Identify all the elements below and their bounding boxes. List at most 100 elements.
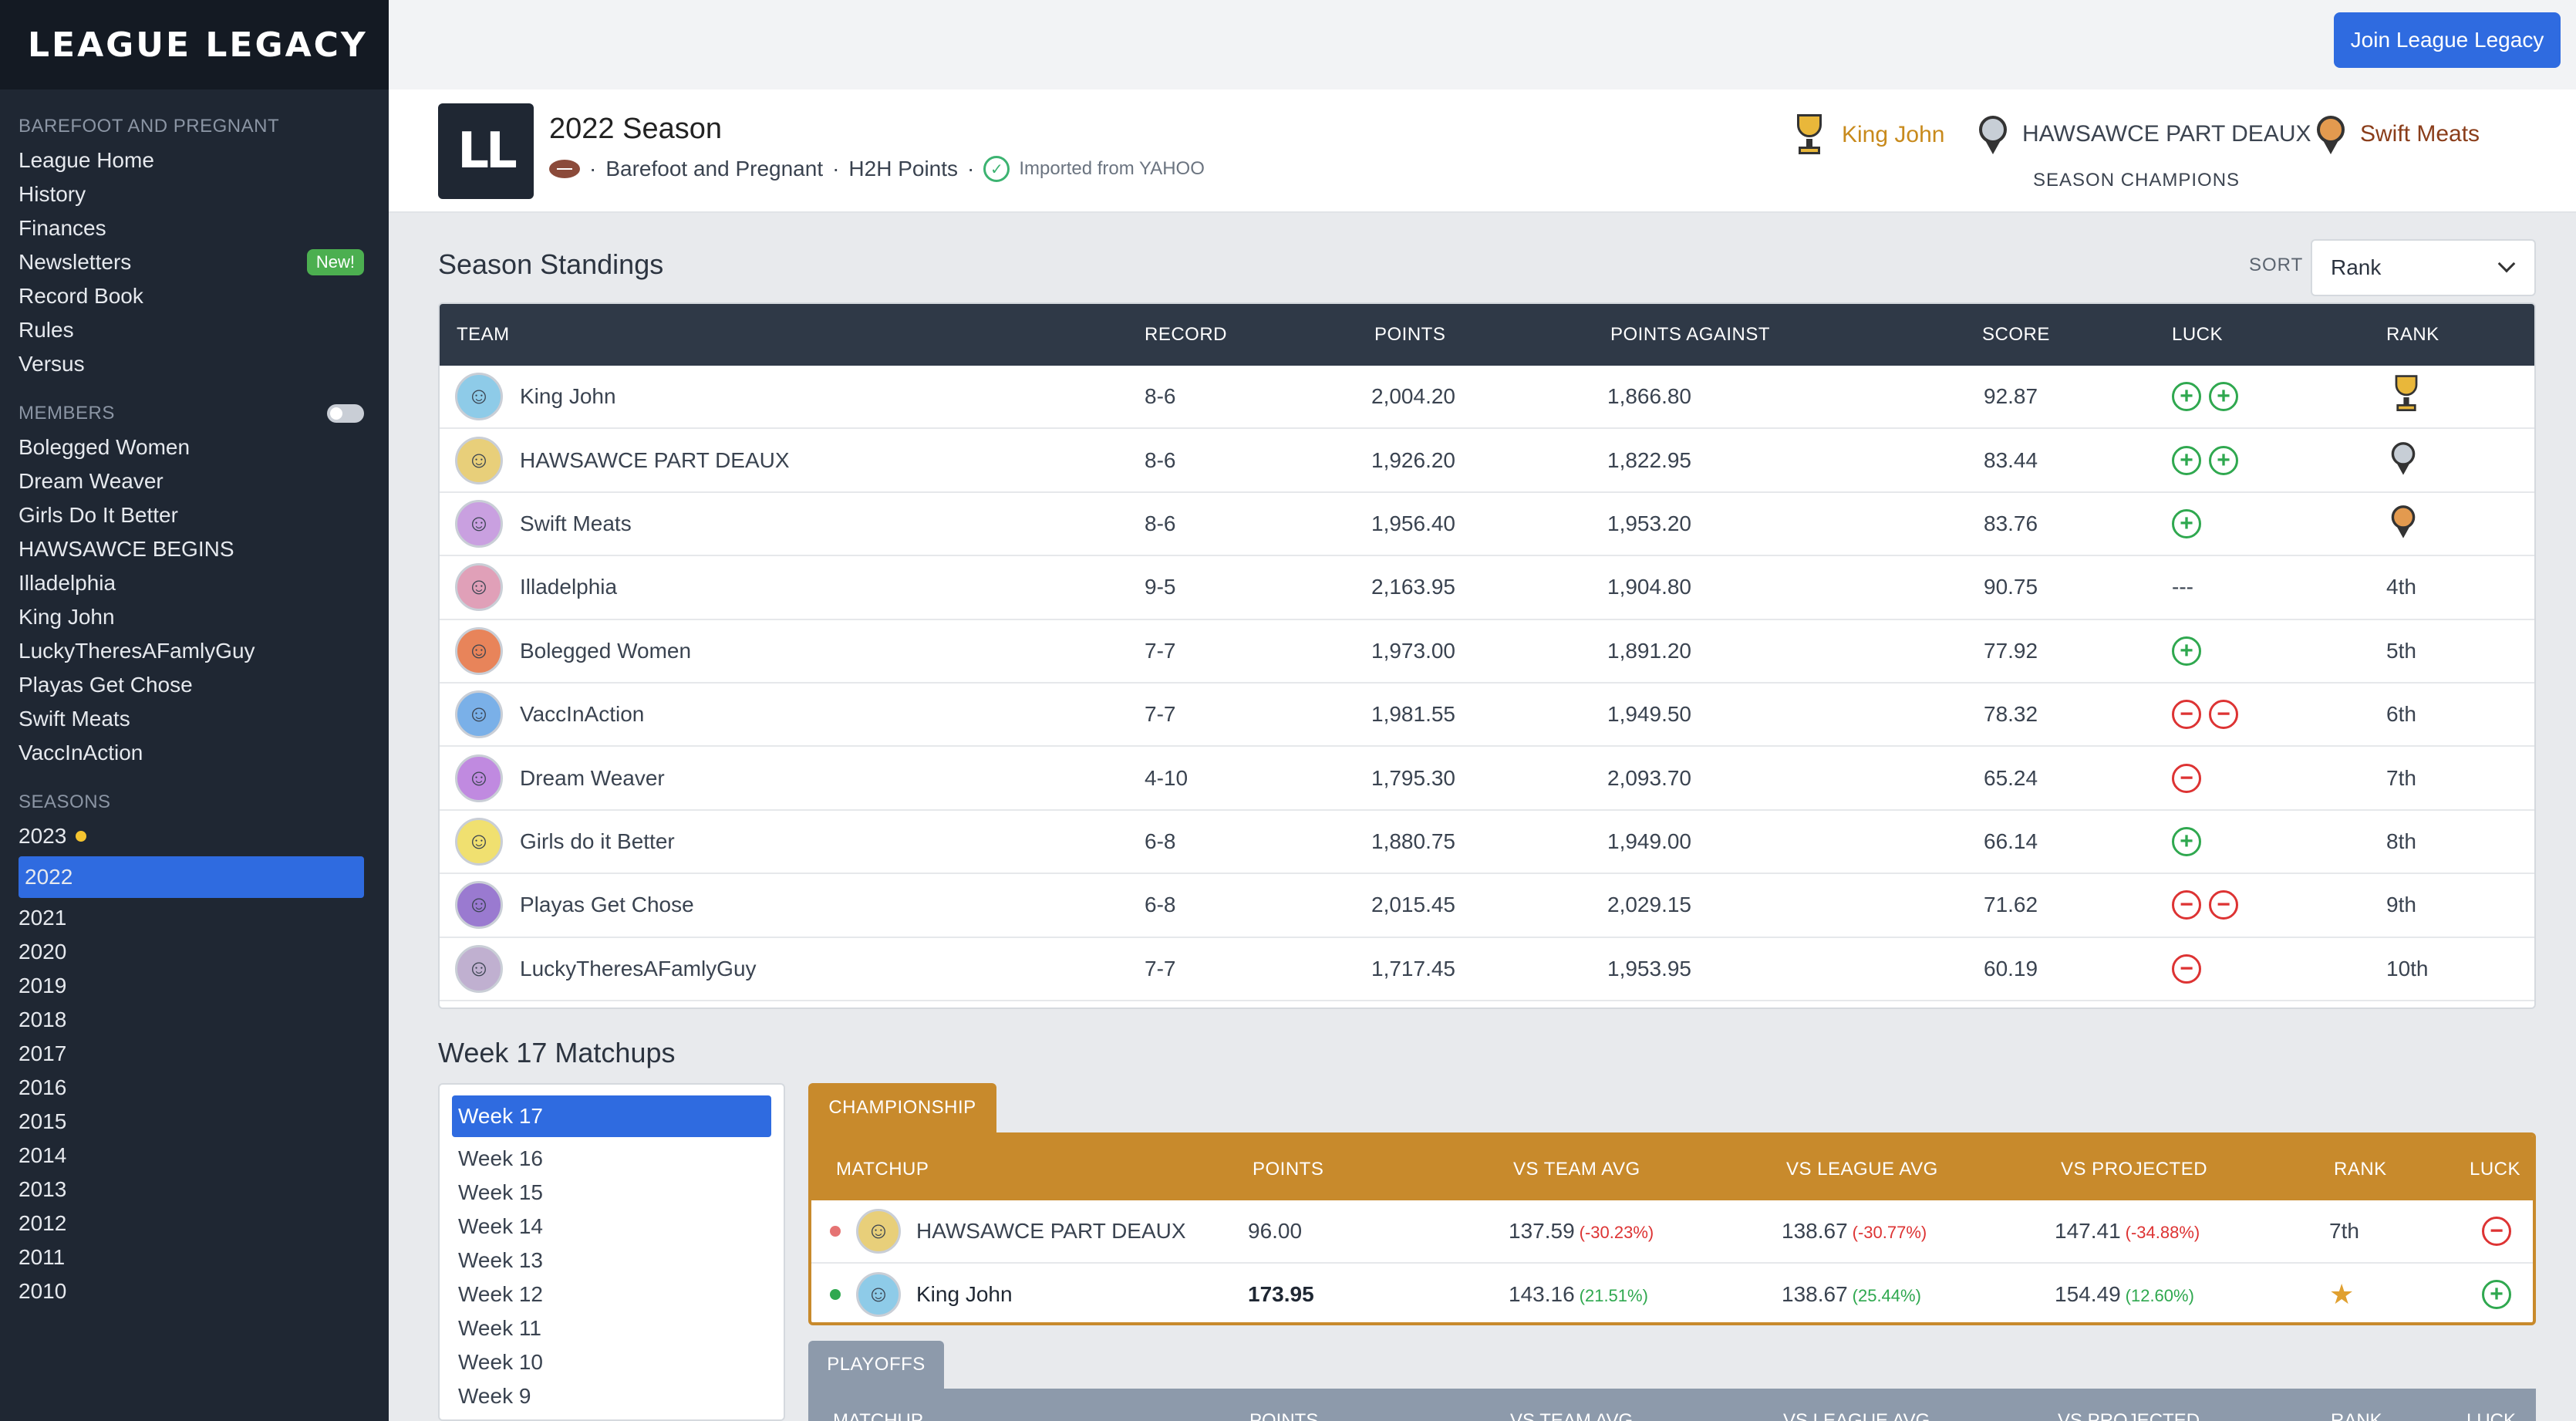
trophy-icon [2389, 374, 2425, 414]
member-item[interactable]: Swift Meats [19, 707, 130, 731]
season-item-2023[interactable]: 2023 [19, 819, 364, 853]
team-name[interactable]: LuckyTheresAFamlyGuy [520, 956, 757, 981]
season-item[interactable]: 2012 [19, 1211, 67, 1235]
week-item-active[interactable]: Week 17 [452, 1095, 771, 1137]
season-item[interactable]: 2010 [19, 1279, 67, 1303]
member-item[interactable]: Bolegged Women [19, 435, 191, 459]
week-item[interactable]: Week 9 [458, 1384, 531, 1408]
sort-select[interactable]: Rank [2311, 239, 2536, 296]
week-item[interactable]: Week 12 [458, 1282, 543, 1306]
team-name[interactable]: Bolegged Women [520, 638, 692, 663]
week-item[interactable]: Week 16 [458, 1146, 543, 1170]
member-item[interactable]: King John [19, 605, 115, 629]
column-header-score[interactable]: SCORE [1982, 324, 2050, 345]
member-item[interactable]: LuckyTheresAFamlyGuy [19, 639, 255, 663]
season-item[interactable]: 2014 [19, 1143, 67, 1167]
season-item[interactable]: 2020 [19, 940, 67, 964]
sidebar-item-record-book[interactable]: Record Book [19, 284, 143, 308]
table-row[interactable]: ☺ LuckyTheresAFamlyGuy 7-7 1,717.45 1,953.95… [440, 938, 2534, 1001]
week-item[interactable]: Week 14 [458, 1214, 543, 1238]
column-header-rank[interactable]: RANK [2386, 324, 2439, 345]
column-header-points[interactable]: POINTS [1374, 324, 1446, 345]
team-name[interactable]: Swift Meats [520, 511, 632, 535]
team-score: 66.14 [1984, 829, 2038, 853]
brand-logo[interactable]: LEAGUE LEGACY [0, 0, 389, 89]
table-row[interactable]: ☺ Playas Get Chose 6-8 2,015.45 2,029.15 71.6… [440, 874, 2534, 938]
season-item[interactable]: 2021 [19, 906, 67, 930]
table-row[interactable]: ☺ Bolegged Women 7-7 1,973.00 1,891.20 77.92 +… [440, 620, 2534, 683]
matchup-team-name[interactable]: HAWSAWCE PART DEAUX [916, 1219, 1186, 1243]
column-header-team[interactable]: TEAM [457, 324, 510, 345]
column-header-luck[interactable]: LUCK [2172, 324, 2224, 345]
team-rank: 4th [2386, 575, 2416, 599]
members-nav: MEMBERS Bolegged Women Dream Weaver Girl… [0, 397, 389, 770]
champion-second[interactable]: HAWSAWCE PART DEAUX [1976, 113, 2311, 156]
champion-first[interactable]: King John [1789, 113, 1944, 157]
team-name[interactable]: King John [520, 384, 616, 409]
champion-name: HAWSAWCE PART DEAUX [2022, 121, 2311, 147]
plus-circle-icon: + [2172, 382, 2201, 412]
season-item[interactable]: 2015 [19, 1109, 67, 1133]
members-toggle[interactable] [327, 404, 364, 423]
team-luck: --- [2172, 575, 2193, 599]
team-record: 4-10 [1145, 765, 1189, 790]
matchup-team-name[interactable]: King John [916, 1282, 1013, 1306]
table-row[interactable]: ☺ VaccInAction 7-7 1,981.55 1,949.50 78.32 − − 6… [440, 683, 2534, 748]
member-item[interactable]: Dream Weaver [19, 469, 164, 493]
vs-projected-pct: (12.60%) [2125, 1286, 2194, 1305]
brand-logo-text: LEAGUE LEGACY [28, 25, 368, 65]
table-row[interactable]: ☺ Illadelphia 9-5 2,163.95 1,904.80 90.75 --- 4… [440, 556, 2534, 620]
team-name[interactable]: VaccInAction [520, 702, 645, 727]
member-item[interactable]: Playas Get Chose [19, 673, 193, 697]
sidebar-item-newsletters[interactable]: Newsletters New! [19, 245, 364, 279]
member-item[interactable]: HAWSAWCE BEGINS [19, 537, 234, 561]
sidebar-item-versus[interactable]: Versus [19, 352, 85, 376]
separator: · [967, 157, 975, 181]
sidebar-item-finances[interactable]: Finances [19, 216, 106, 240]
team-avatar: ☺ [455, 881, 503, 930]
team-rank: 6th [2386, 702, 2416, 727]
team-name[interactable]: Illadelphia [520, 575, 618, 599]
team-name[interactable]: Girls do it Better [520, 829, 675, 853]
sidebar-item-league-home[interactable]: League Home [19, 148, 154, 172]
matchup-row[interactable]: ☺ HAWSAWCE PART DEAUX 96.00 137.59 (-30.23%)… [811, 1200, 2533, 1264]
season-item[interactable]: 2011 [19, 1245, 66, 1269]
minus-circle-icon: − [2482, 1217, 2511, 1246]
champion-third[interactable]: Swift Meats [2314, 113, 2480, 156]
season-item[interactable]: 2016 [19, 1075, 67, 1099]
week-item[interactable]: Week 15 [458, 1180, 543, 1204]
week-item[interactable]: Week 10 [458, 1350, 543, 1374]
sidebar-item-history[interactable]: History [19, 182, 86, 206]
minus-circle-icon: − [2172, 763, 2201, 793]
team-name[interactable]: HAWSAWCE PART DEAUX [520, 447, 790, 472]
championship-tab[interactable]: CHAMPIONSHIP [808, 1083, 996, 1132]
table-row[interactable]: ☺ HAWSAWCE PART DEAUX 8-6 1,926.20 1,822.95 8… [440, 429, 2534, 493]
week-item[interactable]: Week 11 [458, 1316, 541, 1340]
table-row[interactable]: ☺ King John 8-6 2,004.20 1,866.80 92.87 + + [440, 366, 2534, 430]
season-item[interactable]: 2013 [19, 1177, 67, 1201]
table-row[interactable]: ☺ Swift Meats 8-6 1,956.40 1,953.20 83.76 + [440, 493, 2534, 557]
silver-medal-icon [1976, 113, 2010, 156]
matchup-row[interactable]: ☺ King John 173.95 143.16 (21.51%) 138.67 (25.… [811, 1264, 2533, 1322]
team-points-against: 1,822.95 [1607, 447, 1691, 472]
member-item[interactable]: Illadelphia [19, 571, 116, 595]
season-item[interactable]: 2017 [19, 1041, 67, 1065]
join-league-button[interactable]: Join League Legacy [2334, 12, 2561, 68]
team-avatar: ☺ [856, 1272, 901, 1317]
column-header-record[interactable]: RECORD [1145, 324, 1228, 345]
sidebar-item-rules[interactable]: Rules [19, 318, 74, 342]
column-header-points-against[interactable]: POINTS AGAINST [1610, 324, 1771, 345]
playoffs-tab[interactable]: PLAYOFFS [808, 1341, 944, 1389]
table-row[interactable]: ☺ Girls do it Better 6-8 1,880.75 1,949.00 66… [440, 811, 2534, 875]
season-item-2022[interactable]: 2022 [19, 856, 364, 898]
member-item[interactable]: VaccInAction [19, 741, 143, 765]
season-item[interactable]: 2019 [19, 974, 67, 997]
team-name[interactable]: Dream Weaver [520, 765, 665, 790]
table-row[interactable]: ☺ Dream Weaver 4-10 1,795.30 2,093.70 65.24 − 7… [440, 747, 2534, 811]
separator: · [589, 157, 597, 181]
season-champions-label: SEASON CHAMPIONS [2033, 170, 2241, 191]
team-name[interactable]: Playas Get Chose [520, 893, 694, 917]
member-item[interactable]: Girls Do It Better [19, 503, 178, 527]
season-item[interactable]: 2018 [19, 1008, 67, 1031]
week-item[interactable]: Week 13 [458, 1248, 543, 1272]
